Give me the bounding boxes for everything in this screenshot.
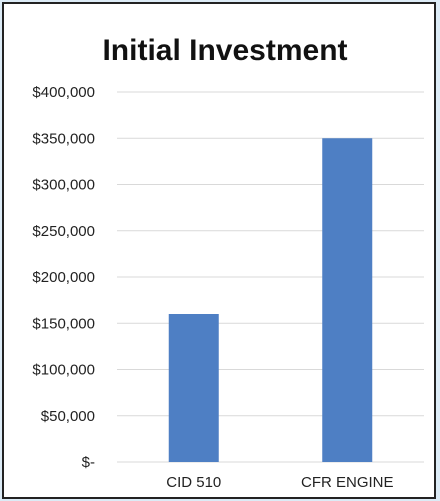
x-category-label: CFR ENGINE bbox=[301, 474, 394, 491]
x-category-label: CID 510 bbox=[166, 474, 221, 491]
y-axis-tick-labels: $- $50,000 $100,000 $150,000 $200,000 $250,00… bbox=[32, 84, 95, 471]
y-tick-label: $50,000 bbox=[41, 408, 95, 425]
bar-chart: Initial Investment $- $50,000 $100,000 $150… bbox=[32, 34, 424, 491]
y-tick-label: $400,000 bbox=[32, 84, 95, 101]
y-tick-label: $100,000 bbox=[32, 362, 95, 379]
y-tick-label: $150,000 bbox=[32, 315, 95, 332]
bar-cid-510 bbox=[168, 314, 219, 462]
y-tick-label: $200,000 bbox=[32, 269, 95, 286]
y-tick-label: $250,000 bbox=[32, 223, 95, 240]
chart-frame: Initial Investment $- $50,000 $100,000 $150… bbox=[2, 2, 436, 499]
bar-cfr-engine bbox=[322, 138, 373, 462]
chart-title: Initial Investment bbox=[102, 34, 347, 67]
y-tick-label: $300,000 bbox=[32, 177, 95, 194]
y-tick-label: $- bbox=[82, 454, 95, 471]
bars bbox=[168, 138, 373, 462]
y-tick-label: $350,000 bbox=[32, 130, 95, 147]
x-axis-category-labels: CID 510 CFR ENGINE bbox=[166, 474, 393, 491]
gridlines bbox=[117, 91, 424, 463]
